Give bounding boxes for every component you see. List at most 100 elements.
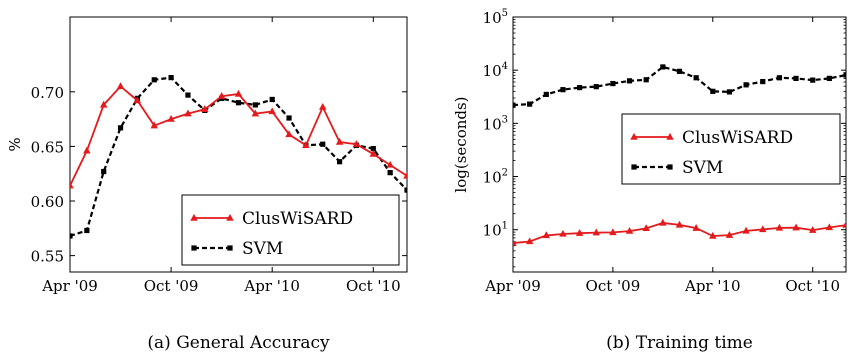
data-point-svm xyxy=(610,80,616,87)
data-point-cluswisard xyxy=(825,223,834,231)
legend-label: SVM xyxy=(682,158,723,178)
data-point-cluswisard xyxy=(709,231,717,239)
data-point-svm xyxy=(543,91,549,98)
legend-label: ClusWiSARD xyxy=(682,128,793,148)
data-point-cluswisard xyxy=(217,92,226,99)
data-point-svm xyxy=(513,102,516,108)
legend-marker xyxy=(666,132,674,140)
data-point-svm xyxy=(269,96,275,103)
data-point-cluswisard xyxy=(842,220,846,228)
chart-general-accuracy: 0.55 0.60 0.65 0.70 Apr '09 Oct '09 Apr '10 Oct… xyxy=(6,16,408,353)
y-tick-label: 105 xyxy=(483,8,508,27)
data-point-svm xyxy=(726,89,733,95)
data-point-cluswisard xyxy=(675,220,684,228)
data-point-cluswisard xyxy=(742,226,750,234)
data-point-svm xyxy=(370,145,376,152)
legend-marker xyxy=(630,132,638,140)
data-point-svm xyxy=(168,75,174,81)
data-point-svm xyxy=(70,233,73,239)
data-point-svm xyxy=(843,72,846,78)
y-axis-label: log(seconds) xyxy=(452,96,470,192)
data-point-cluswisard xyxy=(525,237,534,245)
x-tick-label: Oct '09 xyxy=(144,277,199,295)
data-point-svm xyxy=(527,101,533,107)
legend-marker xyxy=(191,245,197,251)
data-point-cluswisard xyxy=(625,226,634,234)
data-point-svm xyxy=(743,82,749,88)
data-point-svm xyxy=(320,141,326,147)
data-point-svm xyxy=(693,75,699,81)
data-point-svm xyxy=(776,75,782,81)
y-tick-label: 0.70 xyxy=(31,84,64,102)
data-point-svm xyxy=(560,87,566,93)
data-point-cluswisard xyxy=(285,130,293,138)
data-point-svm xyxy=(793,75,799,82)
data-point-svm xyxy=(404,187,407,193)
data-point-cluswisard xyxy=(184,109,192,117)
x-tick-label: Apr '10 xyxy=(243,277,300,295)
data-point-cluswisard xyxy=(234,89,243,97)
data-point-cluswisard xyxy=(386,160,394,168)
data-point-svm xyxy=(577,85,583,91)
x-tick-label: Apr '10 xyxy=(684,277,741,295)
legend-marker xyxy=(631,164,637,170)
data-point-cluswisard xyxy=(575,229,584,236)
data-point-cluswisard xyxy=(609,228,617,236)
y-tick-label: 0.60 xyxy=(31,193,64,211)
data-point-cluswisard xyxy=(513,238,517,246)
data-point-cluswisard xyxy=(201,105,209,112)
data-point-svm xyxy=(643,77,649,83)
series-line-svm xyxy=(513,65,846,107)
data-point-svm xyxy=(337,159,343,165)
data-point-svm xyxy=(101,168,107,175)
data-point-cluswisard xyxy=(251,109,260,117)
figure-caption: (a) General Accuracy xyxy=(147,333,330,353)
data-point-svm xyxy=(626,78,633,84)
data-point-cluswisard xyxy=(268,107,276,115)
data-point-cluswisard xyxy=(775,223,784,231)
chart-training-time: 101 102 103 104 105 Apr '09 Oct '09 Apr '10 Oct … xyxy=(452,8,847,353)
data-point-svm xyxy=(252,102,258,108)
x-tick-label: Apr '09 xyxy=(41,277,98,295)
legend-marker xyxy=(667,164,673,170)
data-point-cluswisard xyxy=(70,181,74,189)
plot-area xyxy=(70,75,407,239)
data-point-cluswisard xyxy=(592,228,600,236)
legend-marker xyxy=(226,213,234,221)
data-point-svm xyxy=(117,125,124,131)
x-tick-label: Oct '09 xyxy=(586,277,641,295)
x-tick-label: Apr '09 xyxy=(484,277,541,295)
data-point-cluswisard xyxy=(302,141,310,149)
data-point-cluswisard xyxy=(167,114,175,122)
data-point-cluswisard xyxy=(542,231,551,239)
legend: ClusWiSARD SVM xyxy=(621,113,841,185)
data-point-svm xyxy=(286,115,292,121)
x-tick-label: Oct '10 xyxy=(346,277,401,295)
data-point-svm xyxy=(676,68,683,74)
data-point-svm xyxy=(235,100,242,106)
data-point-cluswisard xyxy=(369,149,378,157)
legend-box xyxy=(181,194,400,266)
data-point-svm xyxy=(810,77,816,83)
legend-label: ClusWiSARD xyxy=(242,209,353,229)
x-tick-label: Oct '10 xyxy=(785,277,840,295)
data-point-svm xyxy=(387,170,393,176)
data-point-svm xyxy=(151,77,157,83)
data-point-cluswisard xyxy=(792,223,800,231)
plot-area xyxy=(513,64,846,246)
y-tick-label: 103 xyxy=(483,114,508,133)
y-tick-label: 102 xyxy=(483,168,508,187)
data-point-svm xyxy=(710,88,716,94)
data-point-cluswisard xyxy=(725,230,734,238)
legend-marker xyxy=(227,245,233,251)
data-point-cluswisard xyxy=(133,96,142,104)
y-tick-label: 104 xyxy=(483,61,508,80)
data-point-cluswisard xyxy=(642,224,650,232)
legend-marker xyxy=(190,213,198,221)
legend: ClusWiSARD SVM xyxy=(181,194,400,266)
data-point-cluswisard xyxy=(759,225,767,233)
legend-label: SVM xyxy=(242,239,283,259)
data-point-svm xyxy=(660,64,666,70)
data-point-svm xyxy=(760,78,766,85)
